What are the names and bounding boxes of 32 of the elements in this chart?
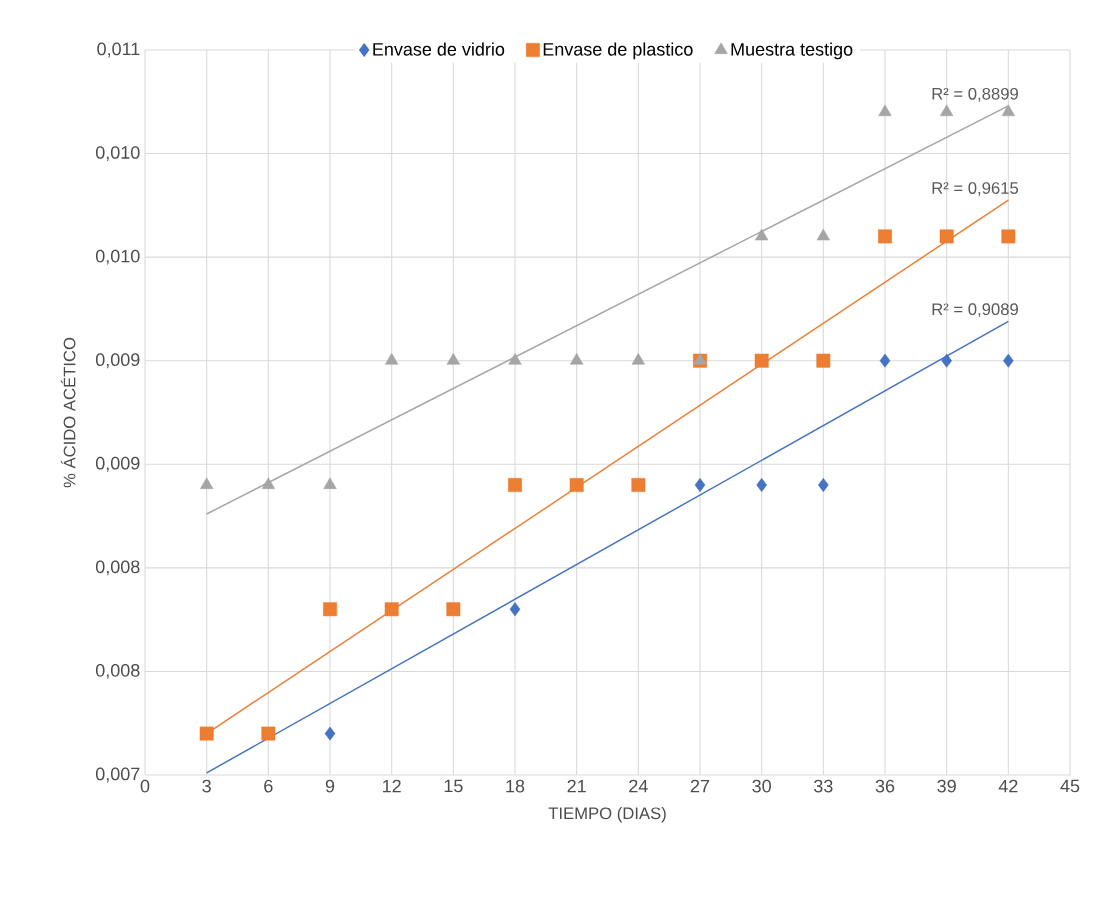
annotation: R² = 0,8899 bbox=[932, 87, 1018, 102]
x-tick-label: 12 bbox=[383, 779, 401, 793]
x-tick-label: 42 bbox=[998, 779, 1018, 793]
x-tick-label: 21 bbox=[567, 779, 586, 793]
legend-label: Muestra testigo bbox=[731, 42, 853, 60]
x-tick-label: 18 bbox=[506, 779, 525, 793]
y-tick-label: 0,011 bbox=[97, 42, 140, 58]
x-tick-label: 33 bbox=[814, 779, 833, 793]
legend-label: Envase de vidrio bbox=[373, 42, 505, 56]
x-tick-label: 15 bbox=[444, 779, 463, 793]
y-tick-label: 0,008 bbox=[95, 663, 140, 679]
y-axis-title: % ÁCIDO ACÉTICO bbox=[60, 337, 76, 488]
x-tick-label: 30 bbox=[752, 779, 771, 793]
y-tick-label: 0,010 bbox=[95, 146, 140, 161]
y-tick-label: 0,009 bbox=[95, 456, 140, 472]
x-tick-label: 6 bbox=[264, 779, 273, 793]
x-tick-label: 36 bbox=[875, 779, 895, 793]
annotation: R² = 0,9089 bbox=[932, 303, 1018, 318]
annotation: R² = 0,9615 bbox=[932, 182, 1019, 196]
y-tick-label: 0,007 bbox=[95, 767, 140, 783]
x-tick-label: 3 bbox=[202, 779, 211, 793]
x-tick-label: 45 bbox=[1060, 779, 1080, 793]
x-tick-label: 39 bbox=[937, 779, 956, 793]
y-tick-label: 0,009 bbox=[95, 353, 140, 369]
legend-label: Envase de plastico bbox=[543, 42, 693, 60]
x-tick-label: 24 bbox=[629, 779, 648, 793]
x-tick-label: 27 bbox=[690, 779, 710, 793]
x-tick-label: 0 bbox=[140, 779, 150, 793]
y-tick-label: 0,010 bbox=[95, 249, 140, 265]
y-tick-label: 0,008 bbox=[95, 560, 140, 576]
x-tick-label: 9 bbox=[325, 779, 335, 793]
x-axis-title: TIEMPO (DIAS) bbox=[548, 806, 666, 823]
